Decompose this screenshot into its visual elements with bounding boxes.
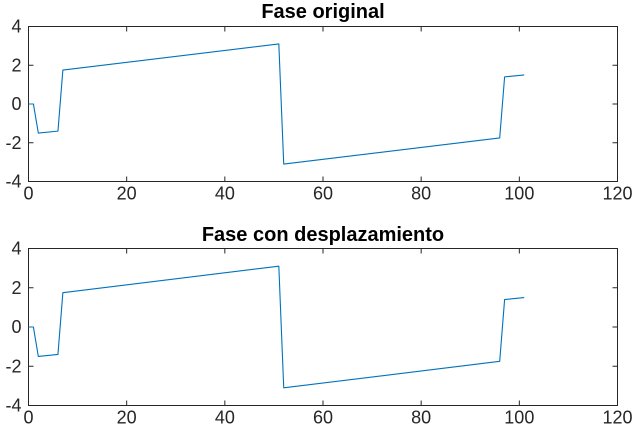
series-group	[29, 44, 525, 164]
x-tick-label: 100	[504, 408, 534, 428]
x-tick-label: 40	[215, 408, 235, 428]
ticks: 0 20 40 60 80 100 120 -4 -2 0 2 4	[5, 239, 632, 428]
y-tick-label: 0	[11, 317, 21, 337]
x-tick-label: 20	[117, 184, 137, 204]
y-tick-label: 0	[11, 94, 21, 114]
x-tick-label: 60	[313, 408, 333, 428]
series-line	[29, 266, 525, 388]
x-tick-label: 120	[602, 408, 632, 428]
y-tick-label: -2	[5, 133, 21, 153]
series-group	[29, 266, 525, 388]
chart-title: Fase con desplazamiento	[202, 224, 444, 246]
x-tick-label: 100	[504, 184, 534, 204]
x-tick-label: 80	[411, 184, 431, 204]
series-line	[29, 44, 525, 164]
plot-fase-con-desplazamiento: Fase con desplazamiento 0 20 40 60 80 100 120-…	[5, 224, 632, 428]
y-tick-label: 2	[11, 55, 21, 75]
y-tick-label: -4	[5, 172, 21, 192]
chart-title: Fase original	[261, 1, 384, 23]
x-tick-label: 40	[215, 184, 235, 204]
y-tick-label: -2	[5, 356, 21, 376]
ticks: 0 20 40 60 80 100 120 -4 -2 0 2 4	[5, 17, 632, 204]
plot-fase-original: Fase original 0 20 40 60 80 100 120 -4 -2 0 2 4	[5, 1, 632, 204]
x-tick-label: 20	[117, 408, 137, 428]
x-tick-label: 0	[23, 184, 33, 204]
y-tick-label: 2	[11, 278, 21, 298]
y-tick-label: 4	[11, 17, 21, 37]
x-tick-label: 120	[602, 184, 632, 204]
axes-box	[29, 27, 618, 182]
y-tick-label: -4	[5, 396, 21, 416]
x-tick-label: 80	[411, 408, 431, 428]
y-tick-label: 4	[11, 239, 21, 259]
x-tick-label: 0	[23, 408, 33, 428]
x-tick-label: 60	[313, 184, 333, 204]
axes-box	[29, 249, 618, 406]
